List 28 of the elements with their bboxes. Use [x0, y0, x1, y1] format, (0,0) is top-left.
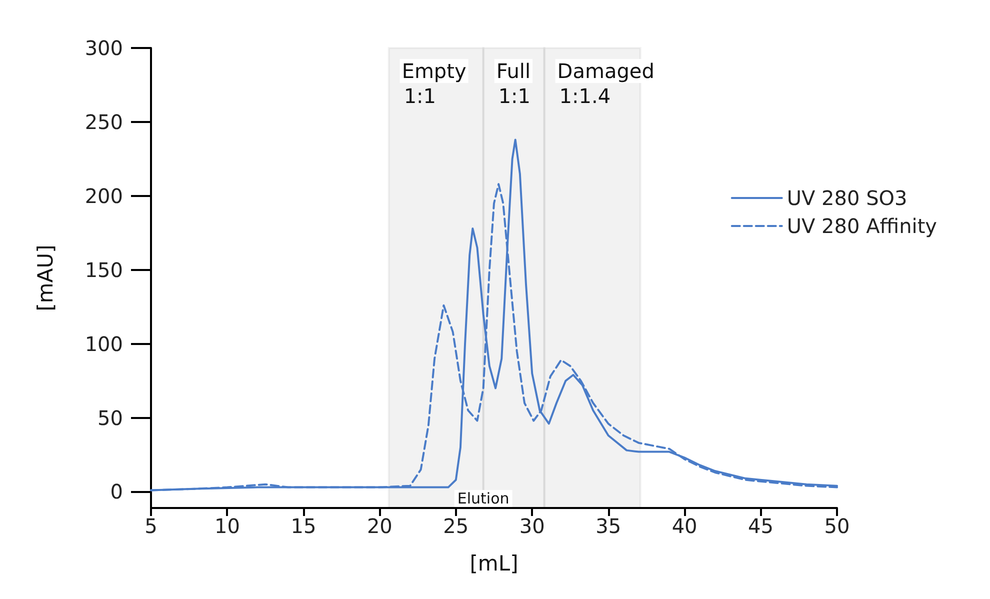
x-tick-label: 50: [824, 514, 850, 538]
annotation: 1:1: [498, 84, 531, 108]
y-tick-label: 200: [84, 184, 123, 208]
y-tick-label: 0: [110, 480, 123, 504]
y-tick-label: 50: [98, 406, 123, 430]
x-tick-label: 5: [144, 514, 158, 538]
y-tick-label: 100: [84, 332, 123, 356]
y-axis-title: [mAU]: [34, 244, 58, 312]
y-tick-label: 150: [84, 258, 123, 282]
x-tick-label: 10: [214, 514, 240, 538]
annotation: 1:1.4: [559, 84, 611, 108]
x-tick-label: 15: [290, 514, 316, 538]
band-label: Damaged: [557, 59, 654, 83]
x-tick-label: 40: [672, 514, 698, 538]
band-label: Full: [496, 59, 531, 83]
x-axis-title: [mL]: [470, 552, 518, 576]
annotation: 1:1: [404, 84, 436, 108]
annotation: Elution: [457, 490, 510, 508]
legend-label: UV 280 Affinity: [786, 214, 938, 238]
band-label: Empty: [402, 59, 466, 83]
x-tick-label: 25: [443, 514, 469, 538]
y-tick-label: 300: [84, 36, 123, 60]
x-tick-label: 30: [519, 514, 545, 538]
legend-label: UV 280 SO3: [786, 186, 908, 210]
x-tick-label: 20: [366, 514, 392, 538]
x-tick-label: 35: [596, 514, 622, 538]
y-tick-label: 250: [84, 110, 123, 134]
x-tick-label: 45: [748, 514, 774, 538]
